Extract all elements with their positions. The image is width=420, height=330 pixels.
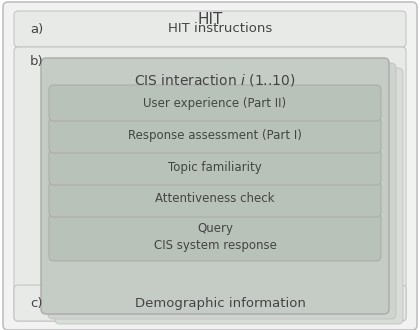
Text: Topic familiarity: Topic familiarity <box>168 160 262 174</box>
FancyBboxPatch shape <box>49 85 381 121</box>
Text: Attentiveness check: Attentiveness check <box>155 192 275 206</box>
Text: c): c) <box>30 296 42 310</box>
Text: a): a) <box>30 22 43 36</box>
Text: HIT: HIT <box>197 13 223 27</box>
Text: HIT instructions: HIT instructions <box>168 22 272 36</box>
FancyBboxPatch shape <box>14 47 406 321</box>
FancyBboxPatch shape <box>49 117 381 153</box>
FancyBboxPatch shape <box>14 11 406 47</box>
Text: b): b) <box>30 54 44 68</box>
Text: CIS interaction $i$ (1..10): CIS interaction $i$ (1..10) <box>134 72 296 88</box>
FancyBboxPatch shape <box>49 213 381 261</box>
FancyBboxPatch shape <box>3 2 417 330</box>
Text: User experience (Part II): User experience (Part II) <box>144 96 286 110</box>
FancyBboxPatch shape <box>55 68 403 324</box>
Text: Demographic information: Demographic information <box>134 296 305 310</box>
FancyBboxPatch shape <box>41 58 389 314</box>
FancyBboxPatch shape <box>14 285 406 321</box>
FancyBboxPatch shape <box>49 149 381 185</box>
Text: Query
CIS system response: Query CIS system response <box>154 222 276 252</box>
FancyBboxPatch shape <box>48 63 396 319</box>
FancyBboxPatch shape <box>49 181 381 217</box>
Text: Response assessment (Part I): Response assessment (Part I) <box>128 128 302 142</box>
